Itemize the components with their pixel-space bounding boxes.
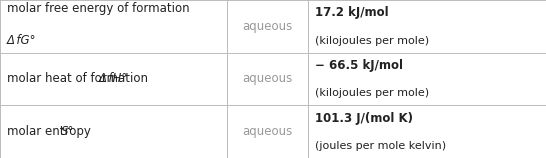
- Text: aqueous: aqueous: [242, 125, 293, 138]
- Text: 17.2 kJ/mol: 17.2 kJ/mol: [315, 6, 389, 19]
- Text: molar entropy: molar entropy: [7, 125, 94, 138]
- Text: (kilojoules per mole): (kilojoules per mole): [315, 88, 429, 98]
- Text: Δ fG°: Δ fG°: [7, 34, 36, 47]
- Text: molar heat of formation: molar heat of formation: [7, 73, 151, 85]
- Text: − 66.5 kJ/mol: − 66.5 kJ/mol: [315, 59, 403, 72]
- Text: aqueous: aqueous: [242, 73, 293, 85]
- Text: (kilojoules per mole): (kilojoules per mole): [315, 36, 429, 46]
- Text: (joules per mole kelvin): (joules per mole kelvin): [315, 141, 446, 151]
- Text: aqueous: aqueous: [242, 20, 293, 33]
- Text: Δ fH°: Δ fH°: [99, 73, 128, 85]
- Text: 101.3 J/(mol K): 101.3 J/(mol K): [315, 112, 413, 125]
- Text: S°: S°: [61, 125, 74, 138]
- Text: molar free energy of formation: molar free energy of formation: [7, 2, 189, 15]
